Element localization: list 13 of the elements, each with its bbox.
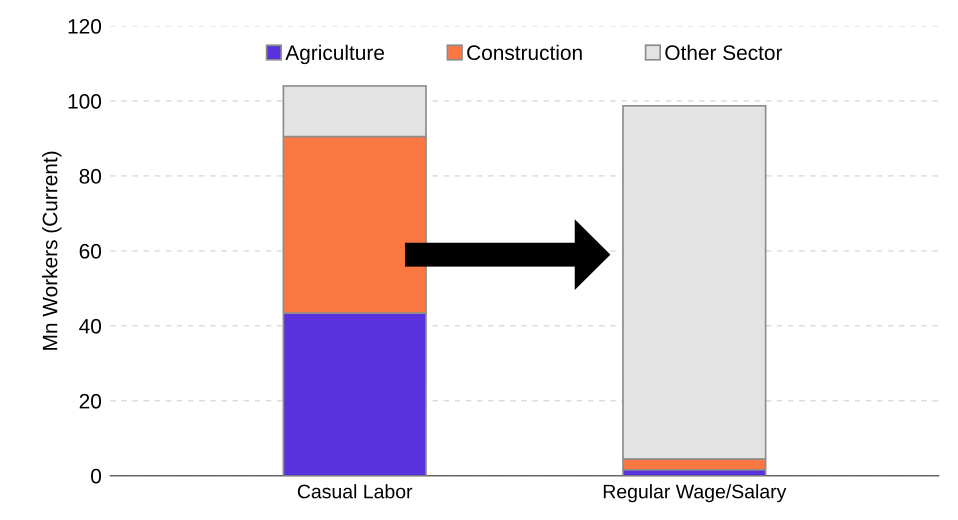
y-tick-label: 80: [80, 168, 102, 184]
y-tick-label: 120: [68, 19, 102, 34]
x-tick-label: Regular Wage/Salary: [604, 484, 786, 502]
x-tick-label: Casual Labor: [298, 484, 412, 498]
y-tick-label: 60: [80, 244, 102, 259]
legend-label: Agriculture: [285, 44, 384, 64]
y-axis-title: Mn Workers (Current): [42, 152, 62, 350]
legend-label: Other Sector: [665, 44, 782, 60]
y-tick-label: 40: [79, 318, 102, 334]
y-tick-label: 100: [68, 94, 102, 109]
y-tick-label: 0: [91, 468, 102, 484]
y-tick-label: 20: [80, 394, 102, 409]
legend-label: Construction: [467, 44, 582, 60]
